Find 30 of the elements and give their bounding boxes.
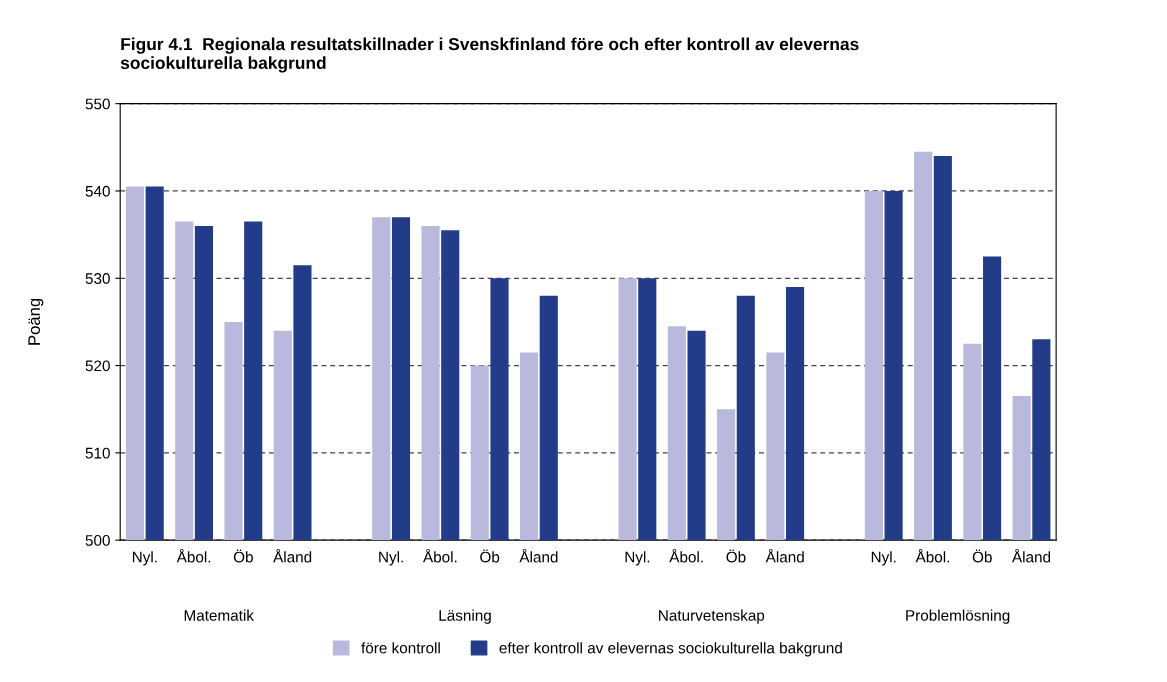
y-tick-label: 530 bbox=[85, 273, 110, 284]
text: Naturvetenskap bbox=[659, 609, 765, 624]
x-tick-label: Öb bbox=[726, 549, 746, 563]
y-axis-title: Poäng bbox=[28, 298, 44, 345]
x-tick-label: Öb bbox=[233, 549, 253, 563]
y-tick-label: 540 bbox=[85, 185, 110, 197]
y-tick-label: 550 bbox=[85, 98, 110, 110]
text: Läsning bbox=[439, 609, 491, 624]
x-tick-label: Åland bbox=[765, 548, 804, 563]
text: Matematik bbox=[184, 609, 254, 621]
x-tick-label: Nyl. bbox=[871, 551, 896, 566]
x-tick-label: Åbol. bbox=[176, 548, 211, 563]
x-tick-label: Åbol. bbox=[669, 548, 703, 563]
x-tick-label: Åland bbox=[1012, 548, 1051, 563]
x-tick-label: Åland bbox=[273, 548, 312, 563]
y-tick-label: 510 bbox=[85, 447, 110, 459]
x-tick-label: Nyl. bbox=[625, 551, 650, 566]
x-tick-label: Öb bbox=[480, 549, 500, 563]
x-tick-label: Åbol. bbox=[423, 548, 457, 563]
x-tick-label: Nyl. bbox=[379, 551, 403, 566]
text: Problemlösning bbox=[906, 609, 1010, 624]
x-tick-label: Åland bbox=[519, 548, 558, 563]
legend-label: före kontroll bbox=[361, 642, 440, 654]
y-tick-label: 500 bbox=[85, 535, 110, 546]
legend-label: efter kontroll av elevernas sociokulturella bakgrund bbox=[499, 642, 842, 657]
x-tick-label: Åbol. bbox=[915, 548, 949, 563]
x-tick-label: Nyl. bbox=[132, 551, 157, 566]
chart-title: Figur 4.1 Regionala resultatskillnader i Svenskfinland före och efter kontroll av elevernas sociokulturella bakgrund bbox=[120, 37, 859, 73]
x-tick-label: Öb bbox=[972, 549, 992, 563]
y-tick-label: 520 bbox=[85, 360, 110, 372]
